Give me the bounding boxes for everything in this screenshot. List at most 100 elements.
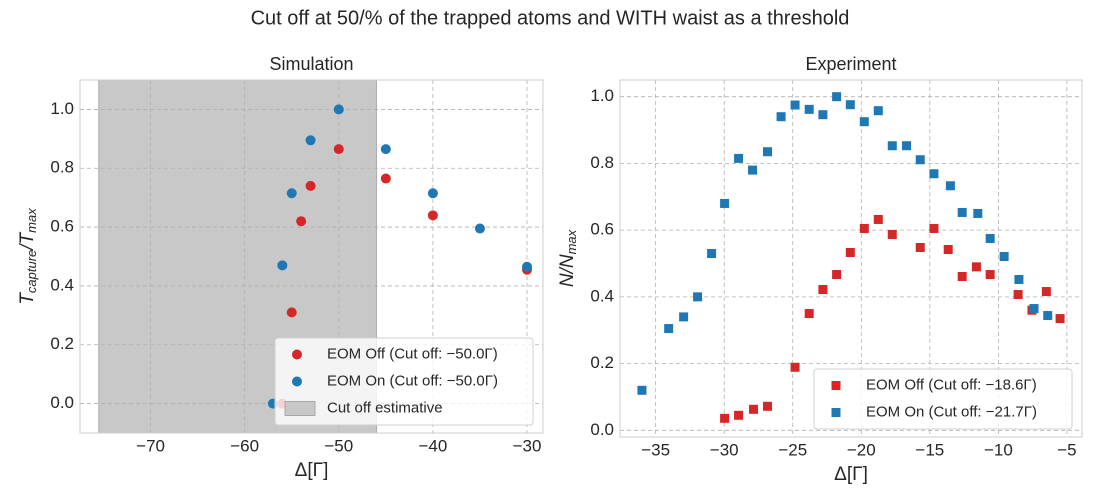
- marker: [427, 188, 438, 199]
- y-tick-label: 0.2: [50, 334, 74, 353]
- axes-frame: [619, 79, 1083, 438]
- marker: [859, 223, 869, 233]
- marker: [305, 180, 316, 191]
- marker: [380, 144, 391, 155]
- marker: [776, 112, 786, 122]
- legend-label: EOM On (Cut off: −50.0Γ): [327, 372, 498, 389]
- x-axis-label: Δ[Γ]: [834, 464, 868, 485]
- x-tick-label: −15: [915, 440, 944, 459]
- marker: [985, 270, 995, 280]
- marker: [1055, 314, 1065, 324]
- legend-box: [274, 337, 534, 426]
- marker: [957, 207, 967, 217]
- legend-marker: [831, 381, 841, 390]
- marker: [763, 401, 773, 411]
- marker: [748, 165, 758, 175]
- marker: [693, 292, 703, 302]
- legend-label: EOM On (Cut off: −21.7Γ): [866, 403, 1037, 420]
- y-axis-label-part: N/N: [557, 254, 578, 287]
- marker: [804, 309, 814, 319]
- marker: [832, 270, 842, 280]
- y-axis-label: Tcapture/Tmax: [17, 208, 39, 305]
- legend-marker: [292, 376, 302, 387]
- y-axis-label-part: capture: [24, 250, 39, 293]
- marker: [985, 233, 995, 243]
- marker: [973, 208, 983, 218]
- marker: [734, 410, 744, 420]
- x-tick-label: −35: [641, 440, 670, 459]
- marker: [929, 169, 939, 179]
- x-tick-label: −30: [513, 436, 542, 455]
- marker: [1029, 304, 1039, 314]
- marker: [887, 141, 897, 151]
- marker: [818, 110, 828, 120]
- legend-marker: [831, 408, 841, 417]
- marker: [380, 173, 391, 184]
- axes-frame: [79, 79, 544, 434]
- legend-label: Cut off estimative: [327, 399, 443, 416]
- marker: [902, 141, 912, 151]
- x-tick-label: −30: [710, 440, 739, 459]
- marker: [845, 247, 855, 257]
- legend-label: EOM Off (Cut off: −18.6Γ): [866, 376, 1037, 393]
- y-axis-label-part: max: [24, 208, 39, 233]
- x-tick-label: −25: [778, 440, 807, 459]
- y-axis-label-part: max: [564, 229, 579, 254]
- marker: [915, 242, 925, 252]
- marker: [333, 144, 344, 155]
- marker: [286, 307, 297, 318]
- marker: [1014, 275, 1024, 285]
- marker: [887, 229, 897, 239]
- marker: [943, 244, 953, 254]
- marker: [873, 214, 883, 224]
- marker: [832, 92, 842, 102]
- y-tick-label: 1.0: [590, 86, 614, 105]
- marker: [637, 385, 647, 395]
- marker: [929, 223, 939, 233]
- y-axis-label-part: T: [17, 292, 38, 305]
- y-axis-label: N/Nmax: [557, 229, 579, 287]
- marker: [945, 181, 955, 191]
- legend-label: EOM Off (Cut off: −50.0Γ): [327, 345, 498, 362]
- y-axis-label-part: /T: [17, 231, 38, 251]
- y-tick-label: 0.0: [50, 393, 74, 412]
- x-tick-label: −50: [324, 436, 353, 455]
- marker: [763, 147, 773, 157]
- marker: [1013, 290, 1023, 300]
- y-tick-label: 1.0: [50, 99, 74, 118]
- legend-box: [813, 368, 1073, 430]
- marker: [845, 100, 855, 110]
- marker: [790, 100, 800, 110]
- marker: [286, 188, 297, 199]
- marker: [873, 106, 883, 116]
- subplot-title: Simulation: [269, 54, 353, 74]
- x-tick-label: −60: [230, 436, 259, 455]
- y-tick-label: 0.0: [590, 420, 614, 439]
- marker: [818, 285, 828, 295]
- y-tick-label: 0.8: [50, 158, 74, 177]
- marker: [679, 312, 689, 322]
- y-tick-label: 0.8: [590, 153, 614, 172]
- x-tick-label: −5: [1057, 440, 1076, 459]
- subplot-title: Experiment: [805, 54, 896, 74]
- legend-marker: [292, 349, 302, 360]
- marker: [427, 210, 438, 221]
- marker: [720, 198, 730, 208]
- marker: [790, 362, 800, 372]
- marker: [915, 155, 925, 165]
- marker: [277, 260, 288, 271]
- marker: [734, 153, 744, 163]
- y-tick-label: 0.6: [50, 217, 74, 236]
- marker: [720, 413, 730, 423]
- marker: [707, 248, 717, 258]
- marker: [305, 135, 316, 146]
- y-tick-label: 0.6: [590, 220, 614, 239]
- marker: [804, 104, 814, 114]
- x-axis-label: Δ[Γ]: [295, 460, 329, 481]
- y-tick-label: 0.4: [590, 286, 614, 305]
- marker: [333, 104, 344, 115]
- marker: [522, 261, 533, 272]
- marker: [999, 251, 1009, 261]
- marker: [474, 223, 485, 234]
